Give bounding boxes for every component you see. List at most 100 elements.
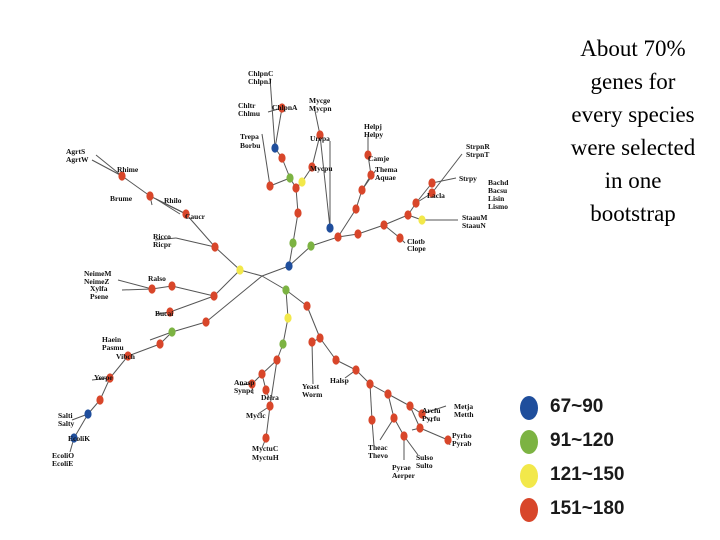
- tree-branch: [91, 159, 123, 177]
- tree-branch: [415, 182, 433, 204]
- bootstrap-node: [166, 307, 174, 317]
- leaf-label: ChlpnC: [248, 69, 273, 78]
- tree-branch: [154, 237, 177, 241]
- tree-branch: [155, 198, 187, 215]
- leaf-label: Chltr: [238, 101, 256, 110]
- leaf-label: Clotb: [407, 237, 425, 246]
- tree-branch: [379, 417, 395, 441]
- tree-branch: [95, 154, 123, 177]
- leaf-label: MyctuC: [252, 444, 278, 453]
- bootstrap-node: [400, 431, 408, 441]
- tree-branch: [109, 355, 129, 379]
- leaf-label: ChlpnA: [272, 103, 298, 112]
- leaf-label: Brume: [110, 194, 133, 203]
- tree-branch: [117, 279, 153, 290]
- leaf-label: Ricpr: [153, 240, 172, 249]
- tree-branch: [369, 383, 373, 421]
- bootstrap-nodes: [70, 103, 452, 445]
- tree-branch: [357, 224, 385, 235]
- tree-branch: [431, 177, 457, 184]
- tree-branch: [149, 331, 173, 341]
- bootstrap-node: [282, 285, 290, 295]
- bootstrap-node: [294, 208, 302, 218]
- bootstrap-node: [352, 204, 360, 214]
- leaf-label: Myclc: [246, 411, 266, 420]
- bootstrap-node: [96, 395, 104, 405]
- leaf-label: NeimeZ: [84, 277, 109, 286]
- bootstrap-node: [70, 433, 78, 443]
- leaf-label: Salti: [58, 411, 73, 420]
- caption-line: in one: [604, 168, 662, 193]
- tree-branch: [337, 208, 357, 238]
- bootstrap-node: [262, 433, 270, 443]
- leaf-label: Rhilo: [164, 196, 182, 205]
- leaf-label: Sulto: [416, 461, 433, 470]
- tree-branch: [311, 341, 314, 385]
- leaf-label: EcoliE: [52, 459, 73, 468]
- tree-branch: [155, 198, 181, 215]
- leaf-label: Xylfa: [90, 284, 108, 293]
- bootstrap-node: [307, 241, 315, 251]
- leaf-label: AgrtS: [66, 147, 85, 156]
- bootstrap-node: [266, 401, 274, 411]
- leaf-label: Deira: [261, 393, 279, 402]
- bootstrap-node: [368, 415, 376, 425]
- tree-branch: [213, 269, 241, 297]
- bootstrap-node: [258, 369, 266, 379]
- tree-branch: [274, 107, 283, 149]
- bootstrap-node: [292, 183, 300, 193]
- leaf-label: Bachd: [488, 178, 509, 187]
- bootstrap-node: [279, 339, 287, 349]
- leaf-label: Lisin: [488, 194, 505, 203]
- leaf-label: Worm: [302, 390, 323, 399]
- leaf-label: Helpj: [364, 122, 382, 131]
- leaf-label: Theac: [368, 443, 388, 452]
- leaf-label: Psene: [90, 292, 109, 301]
- tree-branch: [175, 237, 216, 248]
- bootstrap-node: [262, 385, 270, 395]
- caption-line: About 70%: [580, 36, 686, 61]
- bootstrap-node: [406, 401, 414, 411]
- leaf-label: Salty: [58, 419, 75, 428]
- leaf-label: Helpy: [364, 130, 383, 139]
- leaf-label: Urepa: [310, 134, 330, 143]
- tree-branch: [310, 236, 339, 247]
- leaf-label: Halsp: [330, 376, 349, 385]
- bootstrap-node: [332, 355, 340, 365]
- bootstrap-node: [146, 191, 154, 201]
- leaf-label: Vibch: [116, 352, 136, 361]
- caption-text: About 70% genes for every species were s…: [548, 32, 718, 230]
- leaf-label: EcoliK: [68, 434, 90, 443]
- leaf-label: Caucr: [185, 212, 206, 221]
- leaf-label: StaauM: [462, 213, 487, 222]
- bootstrap-node: [284, 313, 292, 323]
- caption-line: were selected: [570, 135, 696, 160]
- bootstrap-node: [168, 327, 176, 337]
- tree-branch: [288, 245, 312, 267]
- leaf-label: Mycpu: [310, 164, 333, 173]
- leaf-label: Clope: [407, 244, 426, 253]
- leaf-label: Trepa: [240, 132, 259, 141]
- bootstrap-node: [303, 301, 311, 311]
- leaf-label: Metja: [454, 402, 473, 411]
- bootstrap-node: [118, 171, 126, 181]
- legend-swatch-67-90: [520, 396, 538, 420]
- leaf-label: Aerper: [392, 471, 416, 480]
- bootstrap-node: [334, 232, 342, 242]
- bootstrap-node: [298, 177, 306, 187]
- leaf-label: Pyrab: [452, 439, 472, 448]
- leaf-label: Pyrfu: [422, 414, 440, 423]
- tree-branch: [265, 405, 271, 439]
- tree-branch: [387, 393, 411, 407]
- bootstrap-node: [326, 223, 334, 233]
- tree-branch: [171, 285, 215, 297]
- leaf-label: Pyrae: [392, 463, 411, 472]
- leaf-label: AgrtW: [66, 155, 89, 164]
- leaf-label: EcoliO: [52, 451, 74, 460]
- legend-swatch-121-150: [520, 464, 538, 488]
- bootstrap-node: [168, 281, 176, 291]
- bootstrap-node: [404, 210, 412, 220]
- bootstrap-node: [396, 233, 404, 243]
- bootstrap-node: [248, 379, 256, 389]
- bootstrap-node: [278, 103, 286, 113]
